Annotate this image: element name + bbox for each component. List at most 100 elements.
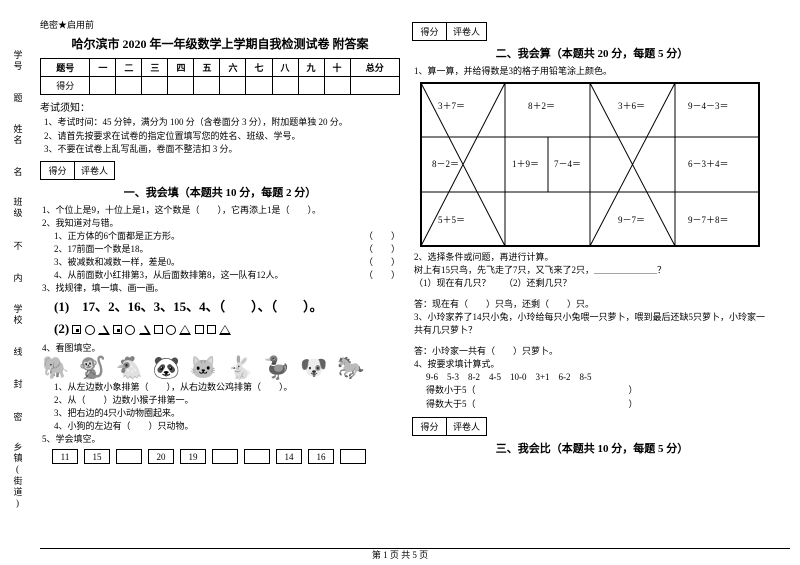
spacer <box>414 337 772 345</box>
answer-line: 得数大于5（ ） <box>426 398 772 411</box>
math-cell: 9－7＋8＝ <box>688 214 729 227</box>
td[interactable] <box>324 77 350 95</box>
numbox-blank[interactable] <box>116 449 142 464</box>
expr-row: 9-6 5-3 8-2 4-5 10-0 3+1 6-2 8-5 <box>426 371 772 384</box>
sub-question: 1、正方体的6个面都是正方形。（ ） <box>54 230 400 243</box>
left-column: 绝密★启用前 哈尔滨市 2020 年一年级数学上学期自我检测试卷 附答案 题号 … <box>40 18 400 464</box>
side-dash: 名 <box>13 165 22 178</box>
question: 3、小玲家养了14只小兔，小玲给每只小兔喂一只萝卜，喂到最后还缺5只萝卜，小玲家… <box>414 311 772 337</box>
question-line: 树上有15只鸟，先飞走了7只，又飞来了2只，＿＿＿＿＿＿＿？ <box>414 264 772 277</box>
sequence-2: (2) <box>54 320 400 339</box>
table-row: 题号 一 二 三 四 五 六 七 八 九 十 总分 <box>41 59 400 77</box>
circle-icon <box>85 325 95 335</box>
table-row: 得分 <box>41 77 400 95</box>
number-box-row: 11 15 20 19 14 16 <box>52 449 400 464</box>
score-box: 得分 评卷人 <box>40 161 115 180</box>
sub-question: 3、把右边的4只小动物圈起来。 <box>54 407 400 420</box>
square-dot-icon <box>113 325 122 334</box>
question: 2、我知道对与错。 <box>42 217 400 230</box>
math-cell: 5＋5＝ <box>438 214 465 227</box>
math-cell: 9－7＝ <box>618 214 645 227</box>
td[interactable] <box>194 77 220 95</box>
td[interactable] <box>116 77 142 95</box>
td[interactable] <box>142 77 168 95</box>
side-dash: 内 <box>13 271 22 284</box>
score-label: 得分 <box>41 162 75 179</box>
side-label: 学校 <box>12 304 25 326</box>
td[interactable] <box>168 77 194 95</box>
confidential-label: 绝密★启用前 <box>40 18 400 31</box>
paren-blank[interactable]: （ ） <box>364 256 400 269</box>
square-blank-icon[interactable] <box>207 325 216 334</box>
th: 四 <box>168 59 194 77</box>
math-cell: 8＋2＝ <box>528 100 555 113</box>
sub-question: 1、从左边数小象排第（ ），从右边数公鸡排第（ ）。 <box>54 381 400 394</box>
question: 2、选择条件或问题，再进行计算。 <box>414 251 772 264</box>
grader-label: 评卷人 <box>75 162 114 179</box>
side-label: 姓名 <box>12 124 25 146</box>
triangle-icon <box>179 325 191 335</box>
math-cell: 6－3＋4＝ <box>688 158 729 171</box>
page-footer: 第 1 页 共 5 页 <box>0 548 800 561</box>
side-dash: 题 <box>13 91 22 104</box>
question: 1、个位上是9，十位上是1，这个数是（ ），它再添上1是（ ）。 <box>42 204 400 217</box>
side-label: 班级 <box>12 197 25 219</box>
sub-question: 3、被减数和减数一样，差是0。（ ） <box>54 256 400 269</box>
side-label: 乡镇(街道) <box>12 442 25 510</box>
td: 得分 <box>41 77 90 95</box>
paren-blank[interactable]: （ ） <box>364 243 400 256</box>
td[interactable] <box>220 77 246 95</box>
square-dot-icon <box>72 325 81 334</box>
numbox: 14 <box>276 449 302 464</box>
th: 题号 <box>41 59 90 77</box>
score-header-table: 题号 一 二 三 四 五 六 七 八 九 十 总分 得分 <box>40 58 400 95</box>
score-box: 得分 评卷人 <box>412 417 487 436</box>
paren-blank[interactable]: （ ） <box>364 230 400 243</box>
th: 八 <box>272 59 298 77</box>
math-cell: 9－4－3＝ <box>688 100 729 113</box>
sub-question: 4、小狗的左边有（ ）只动物。 <box>54 420 400 433</box>
td[interactable] <box>298 77 324 95</box>
th: 总分 <box>350 59 399 77</box>
td[interactable] <box>350 77 399 95</box>
answer-line: 答：现在有（ ）只鸟，还剩（ ）只。 <box>414 298 772 311</box>
answer-line: 答：小玲家一共有（ ）只萝卜。 <box>414 345 772 358</box>
spacer <box>414 290 772 298</box>
sub-question: 2、17前面一个数是18。（ ） <box>54 243 400 256</box>
td[interactable] <box>246 77 272 95</box>
square-blank-icon[interactable] <box>154 325 163 334</box>
question: 1、算一算，并给得数是3的格子用铅笔涂上颜色。 <box>414 65 772 78</box>
numbox-blank[interactable] <box>212 449 238 464</box>
notice-item: 1、考试时间：45 分钟，满分为 100 分（含卷面分 3 分），附加题单独 2… <box>44 116 400 130</box>
exam-title: 哈尔滨市 2020 年一年级数学上学期自我检测试卷 附答案 <box>40 35 400 52</box>
answer-line: 得数小于5（ ） <box>426 384 772 397</box>
circle-icon <box>125 325 135 335</box>
th: 二 <box>116 59 142 77</box>
triangle-icon <box>219 325 231 335</box>
paren-blank[interactable]: （ ） <box>364 269 400 282</box>
grader-label: 评卷人 <box>447 418 486 435</box>
question-list: 1、算一算，并给得数是3的格子用铅笔涂上颜色。 <box>414 65 772 411</box>
question: 5、学会填空。 <box>42 433 400 446</box>
side-label: 学号 <box>12 50 25 72</box>
math-grid: 3＋7＝ 8＋2＝ 3＋6＝ 9－4－3＝ 8－2＝ 1＋9＝ 7－4＝ 6－3… <box>420 82 760 247</box>
th: 九 <box>298 59 324 77</box>
numbox: 19 <box>180 449 206 464</box>
side-dash: 封 <box>13 377 22 390</box>
score-label: 得分 <box>413 23 447 40</box>
th: 三 <box>142 59 168 77</box>
th: 七 <box>246 59 272 77</box>
right-column: 得分 评卷人 二、我会算（本题共 20 分，每题 5 分） 1、算一算，并给得数… <box>412 18 772 464</box>
section3-heading: 三、我会比（本题共 10 分，每题 5 分） <box>412 440 772 456</box>
sub-question: 2、从（ ）边数小猴子排第一。 <box>54 394 400 407</box>
notice-list: 1、考试时间：45 分钟，满分为 100 分（含卷面分 3 分），附加题单独 2… <box>44 116 400 157</box>
td[interactable] <box>272 77 298 95</box>
numbox-blank[interactable] <box>244 449 270 464</box>
numbox-blank[interactable] <box>340 449 366 464</box>
td[interactable] <box>90 77 116 95</box>
numbox: 20 <box>148 449 174 464</box>
grader-label: 评卷人 <box>447 23 486 40</box>
numbox: 16 <box>308 449 334 464</box>
square-blank-icon[interactable] <box>195 325 204 334</box>
question-line: （1）现在有几只？ （2）还剩几只？ <box>414 277 772 290</box>
